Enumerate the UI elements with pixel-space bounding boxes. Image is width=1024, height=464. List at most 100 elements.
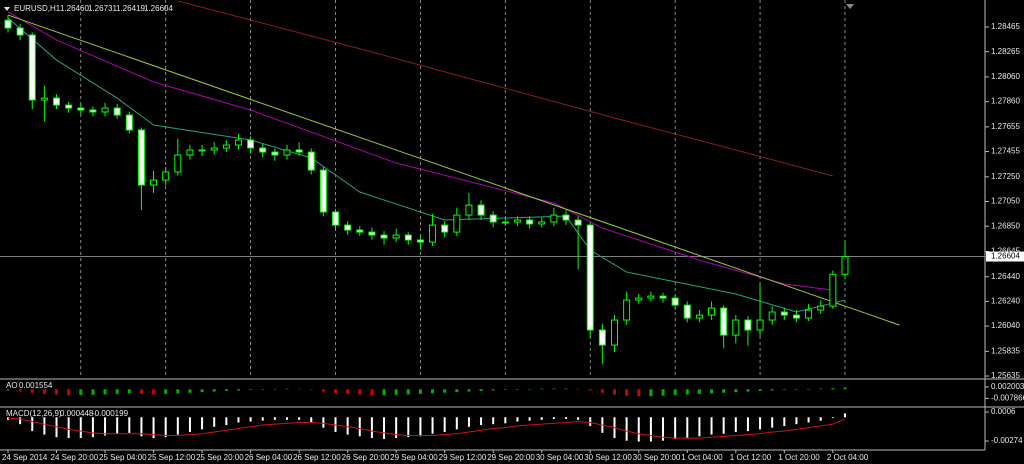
indicator-line bbox=[7, 14, 900, 326]
ao-bar bbox=[30, 389, 34, 393]
macd-bar bbox=[104, 417, 107, 436]
candle-body bbox=[805, 309, 813, 319]
macd-bar bbox=[358, 417, 361, 437]
ao-bar bbox=[370, 389, 374, 396]
candle-body bbox=[319, 169, 327, 213]
candle-body bbox=[77, 107, 85, 111]
macd-bar bbox=[201, 417, 204, 430]
macd-bar bbox=[67, 417, 70, 439]
labels: EURUSD,H1 1.26460 1.26731 1.26419 1.2660… bbox=[2, 4, 1024, 462]
ao-bar bbox=[152, 389, 156, 395]
y-tick-label: 1.26850 bbox=[991, 221, 1020, 230]
x-tick-label: 30 Sep 20:00 bbox=[633, 453, 681, 462]
macd-bar bbox=[759, 417, 762, 430]
candle-body bbox=[53, 97, 61, 106]
macd-bar bbox=[443, 417, 446, 432]
macd-bar bbox=[662, 417, 665, 441]
candle-body bbox=[344, 224, 352, 231]
macd-bar bbox=[795, 417, 798, 425]
ao-value: 0.001554 bbox=[19, 381, 53, 390]
ao-bar bbox=[115, 389, 119, 394]
ao-bar bbox=[637, 389, 641, 397]
y-tick-label: 1.27860 bbox=[991, 97, 1020, 106]
y-tick-label: 1.26240 bbox=[991, 297, 1020, 306]
ao-bar bbox=[212, 389, 216, 392]
marks bbox=[4, 0, 900, 442]
candle-body bbox=[40, 97, 48, 101]
ao-bar bbox=[455, 389, 459, 393]
macd-bar bbox=[492, 417, 495, 425]
ao-bar bbox=[697, 389, 701, 394]
ao-bar bbox=[67, 389, 71, 396]
ao-bar bbox=[55, 389, 59, 395]
menu-icon[interactable] bbox=[4, 7, 10, 11]
macd-bar bbox=[540, 417, 543, 420]
ao-bar bbox=[200, 389, 204, 393]
macd-bar bbox=[79, 417, 82, 439]
ao-bar bbox=[42, 389, 46, 394]
ao-bar bbox=[649, 389, 653, 397]
candle-body bbox=[150, 179, 158, 186]
x-tick-label: 1 Oct 04:00 bbox=[681, 453, 723, 462]
candle-body bbox=[307, 151, 315, 171]
ao-bar bbox=[261, 389, 265, 390]
x-tick-label: 2 Oct 04:00 bbox=[827, 453, 869, 462]
candle-body bbox=[465, 204, 473, 216]
ao-bar bbox=[249, 389, 253, 390]
ao-bar bbox=[807, 388, 811, 390]
ao-bar bbox=[613, 389, 616, 395]
open-label: 1.26460 bbox=[60, 4, 89, 13]
ao-bar bbox=[528, 388, 532, 390]
shift-marker bbox=[846, 4, 854, 9]
ao-bar bbox=[588, 389, 592, 391]
macd-bar bbox=[625, 417, 628, 441]
candle-body bbox=[429, 224, 437, 243]
macd-bar bbox=[407, 417, 410, 438]
indicator-line bbox=[7, 11, 833, 291]
ao-bar bbox=[625, 389, 629, 396]
candle-body bbox=[222, 144, 230, 149]
macd-bar bbox=[19, 417, 22, 425]
candle-body bbox=[829, 273, 837, 307]
candle-body bbox=[259, 147, 267, 153]
macd-bar bbox=[516, 417, 519, 422]
low-label: 1.26419 bbox=[116, 4, 145, 13]
candle-body bbox=[574, 219, 582, 226]
high-label: 1.26731 bbox=[88, 4, 117, 13]
candle-body bbox=[695, 314, 703, 319]
macd-title: MACD(12,26,9) bbox=[6, 409, 62, 418]
ao-bar bbox=[309, 389, 313, 390]
candle-body bbox=[234, 139, 242, 146]
macd-bar bbox=[771, 417, 774, 428]
candle-body bbox=[137, 129, 145, 186]
ao-bar bbox=[843, 387, 847, 390]
ao-bar bbox=[139, 389, 143, 394]
macd-bar bbox=[322, 417, 325, 428]
x-tick-label: 1 Oct 20:00 bbox=[778, 453, 820, 462]
macd-bar bbox=[686, 417, 689, 439]
ao-title: AO bbox=[6, 381, 18, 390]
ao-bar bbox=[164, 389, 168, 394]
ao-bar bbox=[91, 389, 95, 395]
candle-body bbox=[453, 214, 461, 233]
candle-body bbox=[65, 104, 73, 109]
x-tick-label: 25 Sep 04:00 bbox=[99, 453, 147, 462]
candle-body bbox=[4, 19, 12, 29]
candle-body bbox=[550, 214, 558, 223]
candle-body bbox=[768, 311, 776, 321]
y-tick-label: -0.00274 bbox=[991, 436, 1023, 445]
ao-bar bbox=[346, 389, 350, 394]
indicator-line bbox=[7, 17, 846, 313]
macd-bar bbox=[213, 417, 216, 427]
macd-bar bbox=[91, 417, 94, 438]
macd-bar bbox=[152, 417, 155, 439]
x-tick-label: 26 Sep 20:00 bbox=[342, 453, 390, 462]
macd-bar bbox=[370, 417, 373, 439]
macd-bar bbox=[783, 417, 786, 426]
y-tick-label: 1.28465 bbox=[991, 22, 1020, 31]
candle-body bbox=[489, 214, 497, 223]
candle-body bbox=[671, 297, 679, 306]
candle-body bbox=[332, 211, 340, 226]
ao-bar bbox=[285, 388, 289, 390]
